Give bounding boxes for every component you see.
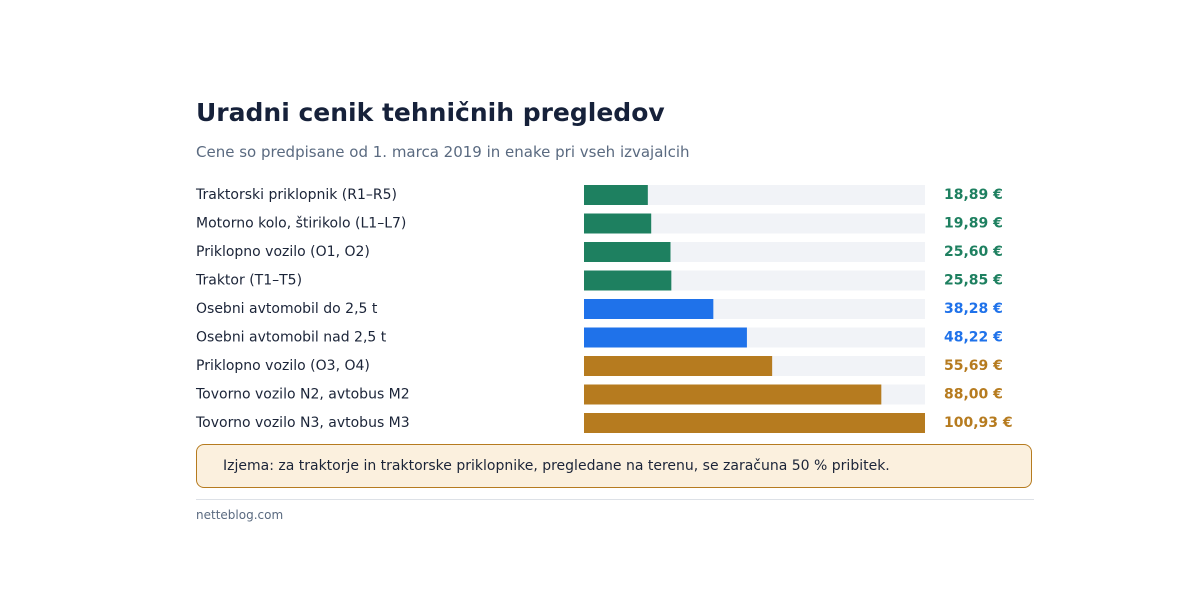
value-label: 25,85 € [944, 273, 1003, 289]
value-label: 25,60 € [944, 244, 1003, 260]
category-label: Priklopno vozilo (O3, O4) [196, 358, 370, 374]
bar [584, 270, 672, 291]
surcharge-note: Izjema: za traktorje in traktorske prikl… [196, 444, 1032, 488]
surcharge-note-text: Izjema: za traktorje in traktorske prikl… [223, 458, 890, 474]
value-label: 55,69 € [944, 358, 1003, 374]
value-label: 48,22 € [944, 330, 1003, 346]
source-label: netteblog.com [196, 508, 284, 522]
category-label: Traktorski priklopnik (R1–R5) [195, 187, 397, 203]
value-label: 100,93 € [944, 415, 1013, 431]
bar [584, 299, 714, 319]
bar [584, 384, 882, 405]
bar [584, 356, 773, 376]
footer-divider [196, 499, 1034, 500]
bar [584, 327, 747, 348]
bar [584, 213, 652, 234]
chart-subtitle: Cene so predpisane od 1. marca 2019 in e… [196, 143, 690, 161]
category-label: Osebni avtomobil nad 2,5 t [196, 330, 387, 346]
value-label: 19,89 € [944, 216, 1003, 232]
bar-track [584, 213, 925, 234]
value-label: 38,28 € [944, 301, 1003, 317]
value-label: 18,89 € [944, 187, 1003, 203]
category-label: Tovorno vozilo N3, avtobus M3 [195, 415, 410, 431]
category-label: Tovorno vozilo N2, avtobus M2 [195, 387, 410, 403]
bar-track [584, 185, 925, 205]
chart-title: Uradni cenik tehničnih pregledov [196, 98, 665, 127]
category-label: Traktor (T1–T5) [195, 273, 302, 289]
value-label: 88,00 € [944, 387, 1003, 403]
bar [584, 242, 671, 262]
category-label: Priklopno vozilo (O1, O2) [196, 244, 370, 260]
bar [584, 185, 648, 205]
category-label: Motorno kolo, štirikolo (L1–L7) [196, 216, 406, 232]
category-label: Osebni avtomobil do 2,5 t [196, 301, 378, 317]
bar [584, 413, 925, 433]
